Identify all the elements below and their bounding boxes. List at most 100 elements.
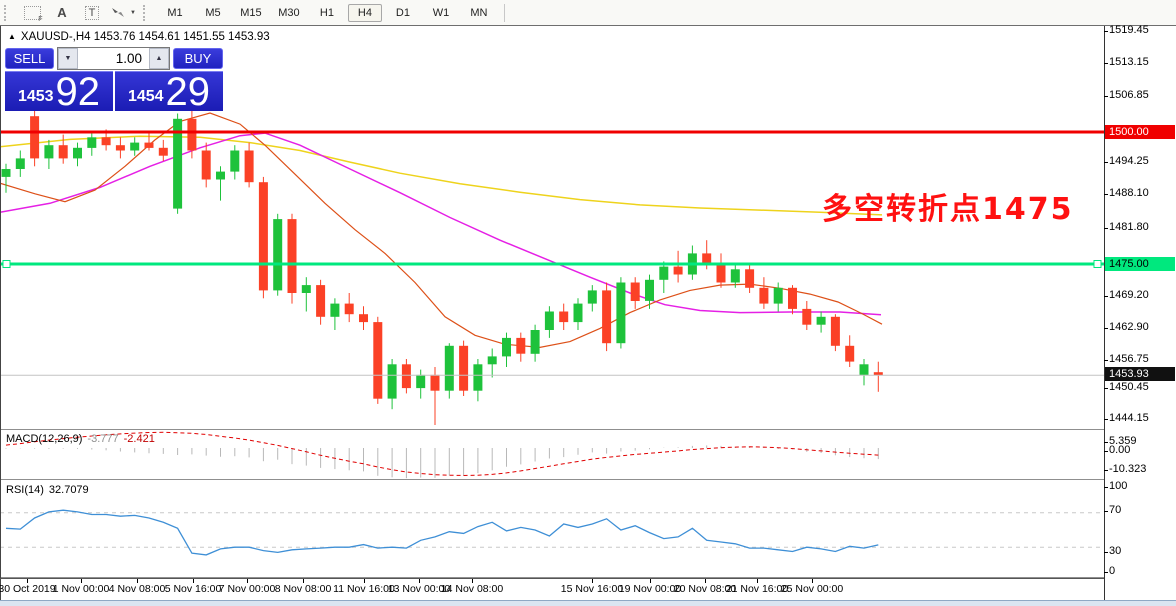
time-label: 19 Nov 00:00 bbox=[618, 583, 682, 595]
toolbar: F A T ▼ M1 M5 M15 M30 H1 H4 D1 W1 MN bbox=[0, 0, 1176, 26]
time-tick bbox=[247, 579, 248, 583]
rsi-name: RSI(14) bbox=[6, 484, 44, 496]
pane-separator-rsi[interactable] bbox=[0, 479, 1104, 481]
indicator-scale-tick bbox=[1104, 487, 1108, 488]
price-tick bbox=[1104, 328, 1108, 329]
time-label: 5 Nov 16:00 bbox=[164, 583, 222, 595]
price-label: 1494.25 bbox=[1109, 155, 1149, 167]
price-tick bbox=[1104, 162, 1108, 163]
timeframe-button-w1[interactable]: W1 bbox=[432, 6, 450, 19]
text-label-icon: T bbox=[84, 5, 100, 20]
timeframe-button-m5[interactable]: M5 bbox=[205, 6, 221, 19]
timeframe-button-m1[interactable]: M1 bbox=[167, 6, 183, 19]
rsi-pane[interactable] bbox=[0, 481, 1104, 577]
price-label: 1506.85 bbox=[1109, 89, 1149, 101]
indicator-scale-label: 5.359 bbox=[1109, 435, 1137, 447]
time-tick bbox=[650, 579, 651, 583]
time-tick bbox=[705, 579, 706, 583]
price-tick bbox=[1104, 96, 1108, 97]
collapse-triangle-icon[interactable]: ▲ bbox=[8, 32, 16, 41]
toolbar-grip[interactable] bbox=[4, 4, 11, 21]
sell-price[interactable]: 1453 92 bbox=[5, 70, 113, 114]
volume-box: ▼ 1.00 ▲ bbox=[57, 47, 170, 70]
chevron-down-icon: ▼ bbox=[130, 9, 136, 16]
time-label: 14 Nov 08:00 bbox=[440, 583, 504, 595]
indicator-scale-tick bbox=[1104, 442, 1108, 443]
time-tick bbox=[812, 579, 813, 583]
crosshair-tool-button[interactable]: F bbox=[20, 3, 44, 23]
indicator-scale-label: -10.323 bbox=[1109, 463, 1147, 475]
price-tick bbox=[1104, 419, 1108, 420]
time-label: 8 Nov 08:00 bbox=[274, 583, 332, 595]
time-tick bbox=[592, 579, 593, 583]
toolbar-grip-2[interactable] bbox=[142, 4, 150, 21]
sell-price-big: 92 bbox=[55, 70, 101, 114]
timeframe-button-d1[interactable]: D1 bbox=[395, 6, 410, 19]
time-label: 15 Nov 16:00 bbox=[560, 583, 624, 595]
time-label: 21 Nov 16:00 bbox=[725, 583, 789, 595]
timeframe-button-h4[interactable]: H4 bbox=[347, 3, 382, 22]
price-label: 1462.90 bbox=[1109, 321, 1149, 333]
volume-increase-button[interactable]: ▲ bbox=[149, 48, 169, 69]
price-tick bbox=[1104, 228, 1108, 229]
price-level-label-1453.93: 1453.93 bbox=[1105, 367, 1175, 381]
pane-separator-macd[interactable] bbox=[0, 429, 1104, 431]
indicator-scale-tick bbox=[1104, 451, 1108, 452]
indicator-scale-label: 0.00 bbox=[1109, 444, 1131, 456]
time-label: 13 Nov 00:00 bbox=[387, 583, 451, 595]
indicator-scale-tick bbox=[1104, 470, 1108, 471]
volume-input[interactable]: 1.00 bbox=[115, 51, 142, 66]
symbol-ohlc-text: XAUUSD-,H4 1453.76 1454.61 1451.55 1453.… bbox=[20, 31, 270, 43]
time-label: 11 Nov 16:00 bbox=[333, 583, 395, 595]
macd-name: MACD(12,26,9) bbox=[6, 433, 83, 445]
chart-annotation-text[interactable]: 多空转折点1475 bbox=[822, 192, 1074, 227]
timeframe-button-m15[interactable]: M15 bbox=[240, 6, 262, 19]
macd-signal-value: -2.421 bbox=[123, 433, 155, 445]
indicator-scale-tick bbox=[1104, 572, 1108, 573]
time-tick bbox=[472, 579, 473, 583]
rsi-label: RSI(14) 32.7079 bbox=[6, 484, 89, 496]
arrows-tool-button[interactable]: ▼ bbox=[110, 3, 136, 23]
toolbar-border bbox=[0, 25, 1176, 26]
buy-price[interactable]: 1454 29 bbox=[115, 71, 223, 112]
font-icon: A bbox=[57, 5, 67, 20]
time-tick bbox=[303, 579, 304, 583]
sell-price-small: 1453 bbox=[17, 88, 54, 105]
price-axis-border bbox=[1104, 26, 1105, 601]
price-tick bbox=[1104, 31, 1108, 32]
indicator-scale-tick bbox=[1104, 511, 1108, 512]
time-label: 1 Nov 00:00 bbox=[52, 583, 110, 595]
time-label: 20 Nov 08:00 bbox=[673, 583, 737, 595]
time-label: 7 Nov 00:00 bbox=[218, 583, 276, 595]
time-axis-border bbox=[0, 578, 1104, 579]
timeframe-button-mn[interactable]: MN bbox=[470, 6, 488, 19]
indicator-scale-label: 30 bbox=[1109, 545, 1122, 557]
arrows-icon bbox=[112, 8, 124, 17]
price-label: 1444.15 bbox=[1109, 412, 1149, 424]
indicator-scale-label: 0 bbox=[1109, 565, 1116, 577]
price-tick bbox=[1104, 296, 1108, 297]
buy-price-small: 1454 bbox=[127, 88, 164, 105]
timeframe-button-m30[interactable]: M30 bbox=[278, 6, 300, 19]
crosshair-icon: F bbox=[23, 5, 43, 23]
indicator-scale-label: 70 bbox=[1109, 504, 1122, 516]
rsi-value: 32.7079 bbox=[48, 484, 89, 496]
indicator-scale-label: 100 bbox=[1109, 480, 1128, 492]
price-label: 1450.45 bbox=[1109, 381, 1149, 393]
time-tick bbox=[419, 579, 420, 583]
buy-button[interactable]: BUY bbox=[173, 48, 223, 69]
price-tick bbox=[1104, 360, 1108, 361]
time-tick bbox=[27, 579, 28, 583]
one-click-trading-panel: SELL ▼ 1.00 ▲ BUY 1453 92 1454 29 bbox=[5, 47, 223, 114]
time-tick bbox=[757, 579, 758, 583]
font-tool-button[interactable]: A bbox=[50, 3, 74, 23]
price-chart[interactable] bbox=[0, 26, 1104, 429]
timeframe-button-h1[interactable]: H1 bbox=[319, 6, 334, 19]
time-tick bbox=[193, 579, 194, 583]
volume-decrease-button[interactable]: ▼ bbox=[58, 48, 78, 69]
macd-pane[interactable] bbox=[0, 431, 1104, 479]
sell-button[interactable]: SELL bbox=[5, 48, 54, 69]
macd-label: MACD(12,26,9) -3.777 -2.421 bbox=[6, 433, 155, 445]
text-label-tool-button[interactable]: T bbox=[80, 3, 104, 23]
